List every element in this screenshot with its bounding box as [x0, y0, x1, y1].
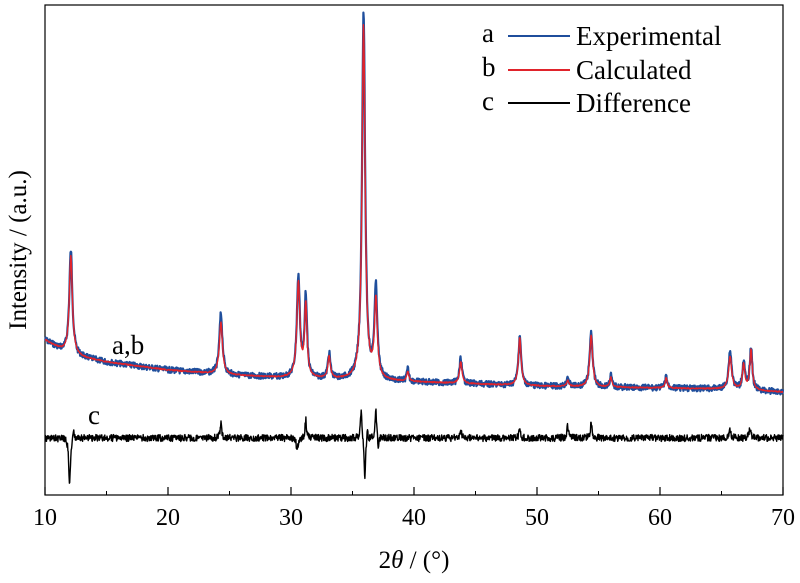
legend: a Experimental b Calculated c Difference	[482, 18, 721, 118]
series-line-a	[44, 11, 785, 396]
x-axis-title-prefix: 2	[379, 547, 392, 574]
x-tick-label: 60	[648, 505, 672, 531]
plot-area: 10 20 30 40 50 60 70	[33, 4, 795, 531]
annotation-c: c	[88, 400, 100, 430]
annotation-ab: a,b	[112, 330, 144, 360]
x-tick-label: 70	[771, 505, 795, 531]
x-axis-title-theta: θ	[391, 547, 403, 574]
series-line-c	[44, 408, 784, 484]
legend-label-a: Experimental	[576, 21, 721, 51]
x-tick-label: 40	[402, 505, 426, 531]
y-axis-title: Intensity / (a.u.)	[5, 170, 32, 330]
x-tick-label: 30	[279, 505, 303, 531]
legend-key-a: a	[482, 18, 494, 48]
series-line-b	[44, 24, 784, 393]
series-layer	[44, 11, 785, 484]
legend-label-c: Difference	[576, 88, 691, 118]
x-axis-title: 2θ / (°)	[379, 547, 450, 574]
x-tick-label: 50	[525, 505, 549, 531]
legend-key-c: c	[482, 86, 494, 116]
x-axis-title-suffix: / (°)	[403, 547, 449, 574]
legend-label-b: Calculated	[576, 55, 692, 85]
legend-key-b: b	[482, 52, 496, 82]
x-ticks: 10 20 30 40 50 60 70	[33, 487, 795, 531]
x-tick-label: 10	[33, 505, 57, 531]
x-tick-label: 20	[156, 505, 180, 531]
